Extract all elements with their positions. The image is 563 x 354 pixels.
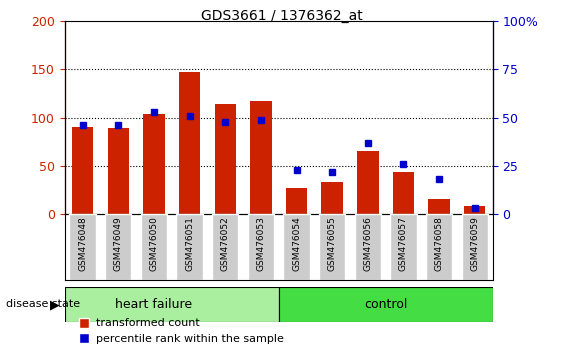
Bar <box>462 214 488 280</box>
Bar <box>464 206 485 214</box>
Bar <box>215 104 236 214</box>
Text: GSM476051: GSM476051 <box>185 216 194 271</box>
Bar <box>426 214 452 280</box>
Text: disease state: disease state <box>6 299 80 309</box>
Text: GSM476057: GSM476057 <box>399 216 408 271</box>
Bar <box>393 172 414 214</box>
Text: GSM476058: GSM476058 <box>435 216 444 271</box>
Text: GSM476054: GSM476054 <box>292 216 301 271</box>
Bar <box>65 287 279 322</box>
Bar <box>283 214 310 280</box>
Bar <box>355 214 381 280</box>
Text: GSM476049: GSM476049 <box>114 216 123 271</box>
Bar <box>108 128 129 214</box>
Bar <box>250 101 271 214</box>
Bar <box>390 214 417 280</box>
Bar <box>248 214 274 280</box>
Bar <box>428 199 450 214</box>
Text: GSM476052: GSM476052 <box>221 216 230 271</box>
Text: heart failure: heart failure <box>115 298 193 311</box>
Bar <box>179 72 200 214</box>
Text: GSM476055: GSM476055 <box>328 216 337 271</box>
Text: control: control <box>364 298 408 311</box>
Bar <box>319 214 345 280</box>
Bar <box>141 214 167 280</box>
Bar <box>105 214 131 280</box>
Bar <box>72 127 93 214</box>
Text: GSM476050: GSM476050 <box>149 216 158 271</box>
Bar <box>69 214 96 280</box>
Text: ▶: ▶ <box>50 298 59 311</box>
Text: GDS3661 / 1376362_at: GDS3661 / 1376362_at <box>200 9 363 23</box>
Text: GSM476053: GSM476053 <box>256 216 265 271</box>
Bar <box>279 287 493 322</box>
Bar <box>212 214 238 280</box>
Bar <box>286 188 307 214</box>
Text: GSM476059: GSM476059 <box>470 216 479 271</box>
Text: GSM476056: GSM476056 <box>363 216 372 271</box>
Bar <box>176 214 203 280</box>
Bar <box>321 182 343 214</box>
Text: GSM476048: GSM476048 <box>78 216 87 271</box>
Legend: transformed count, percentile rank within the sample: transformed count, percentile rank withi… <box>73 314 289 348</box>
Bar <box>143 114 164 214</box>
Bar <box>357 152 378 214</box>
